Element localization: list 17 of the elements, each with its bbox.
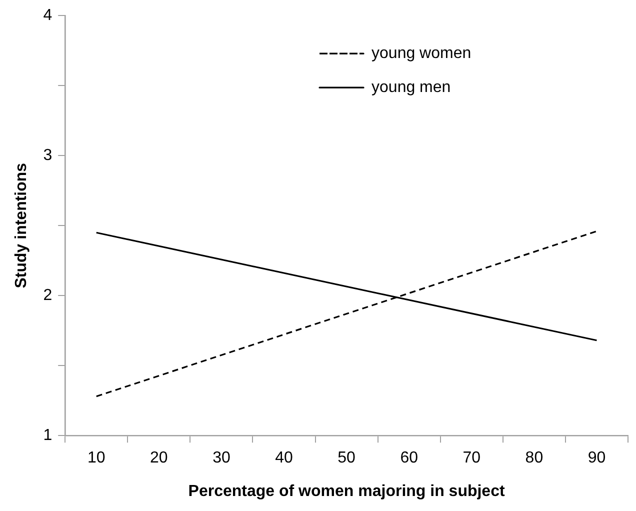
x-tick-label: 60: [400, 450, 418, 467]
x-tick-label: 40: [275, 450, 294, 467]
y-tick-label: 3: [43, 147, 52, 164]
x-tick-label: 90: [588, 450, 606, 467]
y-axis-title: Study intentions: [13, 162, 30, 288]
y-tick-label: 1: [43, 427, 52, 444]
legend-label: young men: [372, 79, 451, 96]
x-tick-label: 10: [87, 450, 106, 467]
legend-label: young women: [372, 45, 472, 62]
x-tick-label: 80: [525, 450, 544, 467]
x-tick-label: 20: [150, 450, 168, 467]
x-tick-label: 50: [338, 450, 356, 467]
y-tick-label: 2: [43, 287, 52, 304]
x-axis-title: Percentage of women majoring in subject: [188, 482, 506, 500]
x-tick-label: 70: [462, 450, 481, 467]
x-tick-label: 30: [212, 450, 230, 467]
y-tick-label: 4: [43, 7, 52, 24]
